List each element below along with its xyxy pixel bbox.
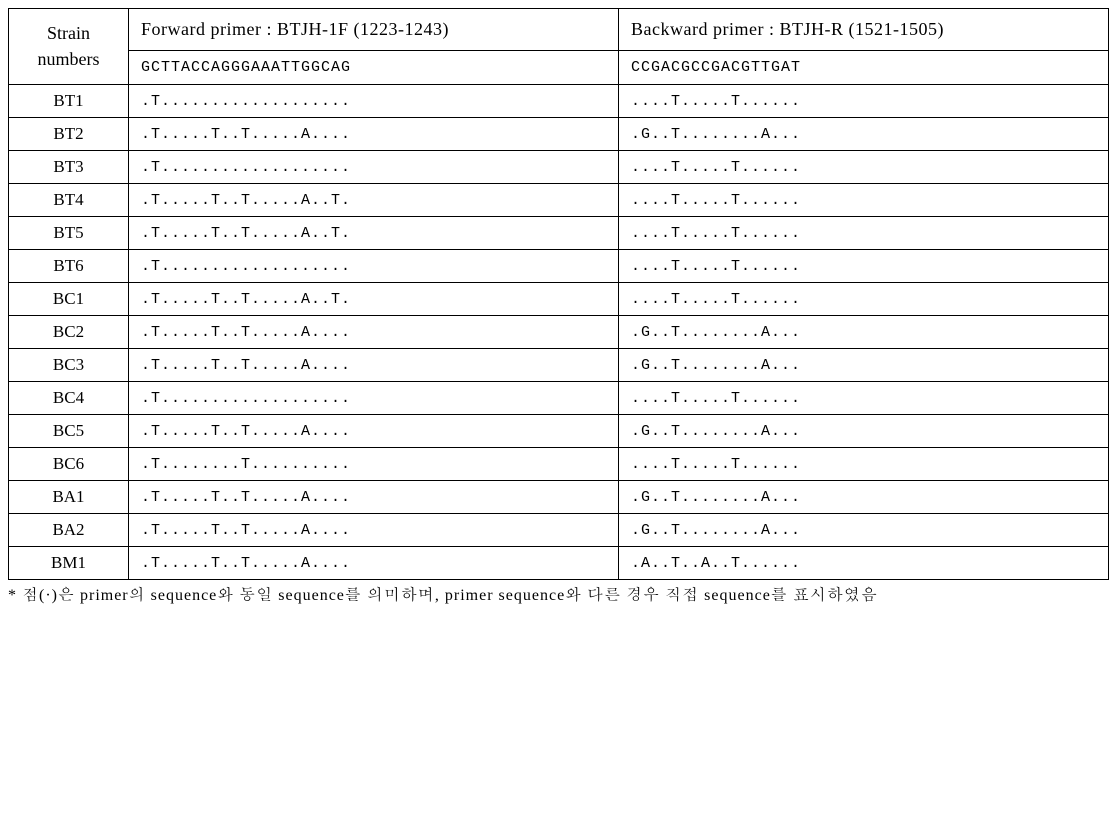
table-row: BC6 .T........T.......... ....T.....T...… (9, 448, 1109, 481)
forward-seq: .T.....T..T.....A.... (129, 349, 619, 382)
forward-seq: .T.....T..T.....A.... (129, 316, 619, 349)
table-row: BT2 .T.....T..T.....A.... .G..T........A… (9, 118, 1109, 151)
forward-seq: .T.....T..T.....A.... (129, 547, 619, 580)
backward-seq: ....T.....T...... (619, 217, 1109, 250)
table-row: BT4 .T.....T..T.....A..T. ....T.....T...… (9, 184, 1109, 217)
backward-seq: .G..T........A... (619, 415, 1109, 448)
table-body: Strain numbers Forward primer : BTJH-1F … (9, 9, 1109, 580)
table-row: BM1 .T.....T..T.....A.... .A..T..A..T...… (9, 547, 1109, 580)
table-row: BC4 .T................... ....T.....T...… (9, 382, 1109, 415)
table-row: BC5 .T.....T..T.....A.... .G..T........A… (9, 415, 1109, 448)
strain-id: BC2 (9, 316, 129, 349)
backward-primer-header: Backward primer : BTJH-R (1521-1505) (619, 9, 1109, 51)
backward-seq: .G..T........A... (619, 118, 1109, 151)
table-row: BA2 .T.....T..T.....A.... .G..T........A… (9, 514, 1109, 547)
forward-seq: .T................... (129, 85, 619, 118)
table-row: BC1 .T.....T..T.....A..T. ....T.....T...… (9, 283, 1109, 316)
primer-sequence-table: Strain numbers Forward primer : BTJH-1F … (8, 8, 1109, 580)
forward-seq: .T................... (129, 250, 619, 283)
forward-seq: .T.....T..T.....A..T. (129, 217, 619, 250)
backward-seq: .A..T..A..T...... (619, 547, 1109, 580)
backward-seq: ....T.....T...... (619, 382, 1109, 415)
table-row: BC3 .T.....T..T.....A.... .G..T........A… (9, 349, 1109, 382)
backward-seq: ....T.....T...... (619, 151, 1109, 184)
table-row: BT6 .T................... ....T.....T...… (9, 250, 1109, 283)
backward-seq: ....T.....T...... (619, 184, 1109, 217)
table-row: BT5 .T.....T..T.....A..T. ....T.....T...… (9, 217, 1109, 250)
strain-id: BC3 (9, 349, 129, 382)
forward-seq: .T................... (129, 382, 619, 415)
backward-seq: ....T.....T...... (619, 448, 1109, 481)
forward-seq: .T.....T..T.....A..T. (129, 184, 619, 217)
strain-id: BC4 (9, 382, 129, 415)
table-row: BA1 .T.....T..T.....A.... .G..T........A… (9, 481, 1109, 514)
strain-id: BT5 (9, 217, 129, 250)
backward-seq: .G..T........A... (619, 316, 1109, 349)
forward-seq: .T........T.......... (129, 448, 619, 481)
backward-seq: ....T.....T...... (619, 283, 1109, 316)
strain-id: BC1 (9, 283, 129, 316)
header-row-1: Strain numbers Forward primer : BTJH-1F … (9, 9, 1109, 51)
forward-seq: .T.....T..T.....A.... (129, 415, 619, 448)
strain-id: BA1 (9, 481, 129, 514)
strain-id: BA2 (9, 514, 129, 547)
strain-id: BC6 (9, 448, 129, 481)
backward-seq: ....T.....T...... (619, 250, 1109, 283)
forward-seq: .T.....T..T.....A.... (129, 481, 619, 514)
backward-seq: .G..T........A... (619, 514, 1109, 547)
forward-seq: .T.....T..T.....A..T. (129, 283, 619, 316)
header-row-2: GCTTACCAGGGAAATTGGCAG CCGACGCCGACGTTGAT (9, 51, 1109, 85)
forward-primer-header: Forward primer : BTJH-1F (1223-1243) (129, 9, 619, 51)
strain-id: BT1 (9, 85, 129, 118)
table-row: BC2 .T.....T..T.....A.... .G..T........A… (9, 316, 1109, 349)
strain-id: BM1 (9, 547, 129, 580)
strain-id: BT4 (9, 184, 129, 217)
forward-seq: .T.....T..T.....A.... (129, 118, 619, 151)
table-row: BT1 .T................... ....T.....T...… (9, 85, 1109, 118)
strain-header-line1: Strain (47, 23, 90, 43)
strain-id: BC5 (9, 415, 129, 448)
strain-id: BT2 (9, 118, 129, 151)
forward-seq: .T.....T..T.....A.... (129, 514, 619, 547)
footnote-text: * 점(·)은 primer의 sequence와 동일 sequence를 의… (8, 584, 1104, 608)
table-row: BT3 .T................... ....T.....T...… (9, 151, 1109, 184)
forward-ref-sequence: GCTTACCAGGGAAATTGGCAG (129, 51, 619, 85)
forward-seq: .T................... (129, 151, 619, 184)
backward-seq: .G..T........A... (619, 349, 1109, 382)
backward-seq: ....T.....T...... (619, 85, 1109, 118)
strain-id: BT6 (9, 250, 129, 283)
strain-header-line2: numbers (38, 49, 100, 69)
backward-seq: .G..T........A... (619, 481, 1109, 514)
strain-id: BT3 (9, 151, 129, 184)
backward-ref-sequence: CCGACGCCGACGTTGAT (619, 51, 1109, 85)
strain-header-cell: Strain numbers (9, 9, 129, 85)
